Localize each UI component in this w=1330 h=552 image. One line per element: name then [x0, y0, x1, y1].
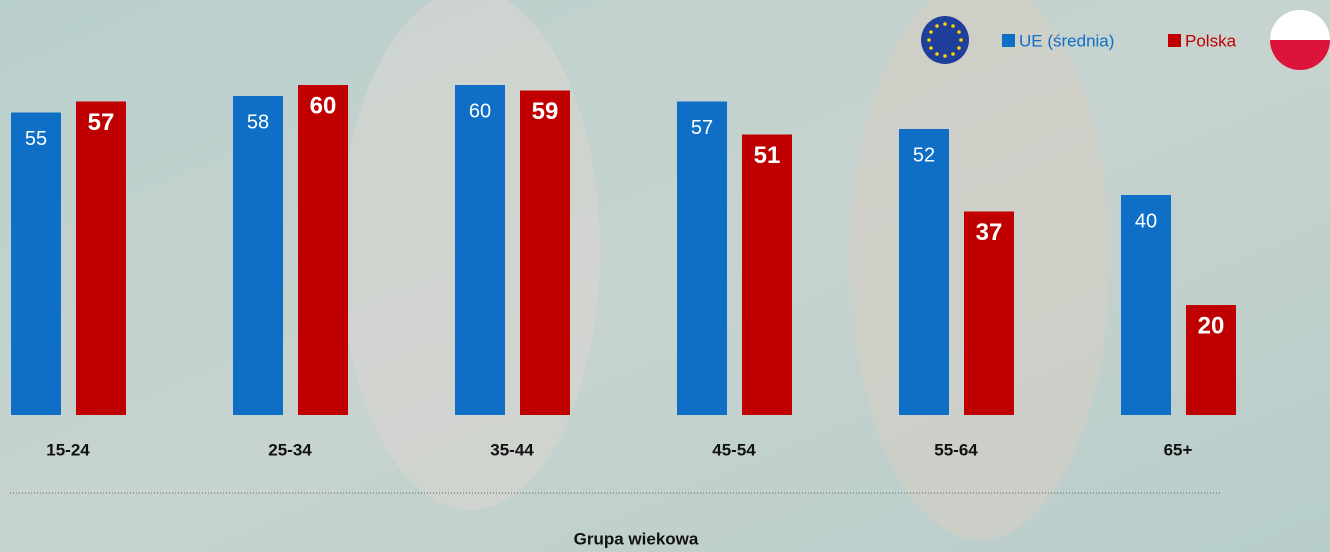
page: {"chart_data": {"type": "bar", "x_label"… [0, 0, 1330, 552]
chart: Grupa wiekowa 15-24 55 57 25-34 58 60 35-44 60 5… [0, 0, 1330, 552]
bar [298, 85, 348, 415]
legend-label: UE (średnia) [1019, 31, 1114, 50]
value-label: 20 [1198, 312, 1225, 339]
value-label: 52 [913, 144, 935, 166]
x-tick-label: 45-54 [712, 440, 756, 459]
pl-flag [1270, 10, 1330, 70]
bar [677, 102, 727, 416]
value-label: 60 [310, 92, 337, 119]
value-label: 57 [691, 117, 713, 139]
bar [233, 96, 283, 415]
bar [742, 135, 792, 416]
bar [11, 113, 61, 416]
x-tick-label: 15-24 [46, 440, 90, 459]
x-tick-label: 55-64 [934, 440, 978, 459]
x-tick-label: 25-34 [268, 440, 312, 459]
legend-swatch [1168, 34, 1181, 47]
value-label: 59 [532, 98, 559, 125]
x-tick-label: 35-44 [490, 440, 534, 459]
value-label: 51 [754, 142, 781, 169]
value-label: 58 [247, 111, 269, 133]
x-tick-label: 65+ [1164, 440, 1193, 459]
bar [455, 85, 505, 415]
bar [520, 91, 570, 416]
value-label: 57 [88, 109, 115, 136]
value-label: 60 [469, 100, 491, 122]
value-label: 40 [1135, 210, 1157, 232]
x-axis-title: Grupa wiekowa [574, 529, 699, 548]
bar [76, 102, 126, 416]
legend-swatch [1002, 34, 1015, 47]
bar [899, 129, 949, 415]
value-label: 37 [976, 219, 1003, 246]
value-label: 55 [25, 128, 47, 150]
legend-label: Polska [1185, 31, 1237, 50]
